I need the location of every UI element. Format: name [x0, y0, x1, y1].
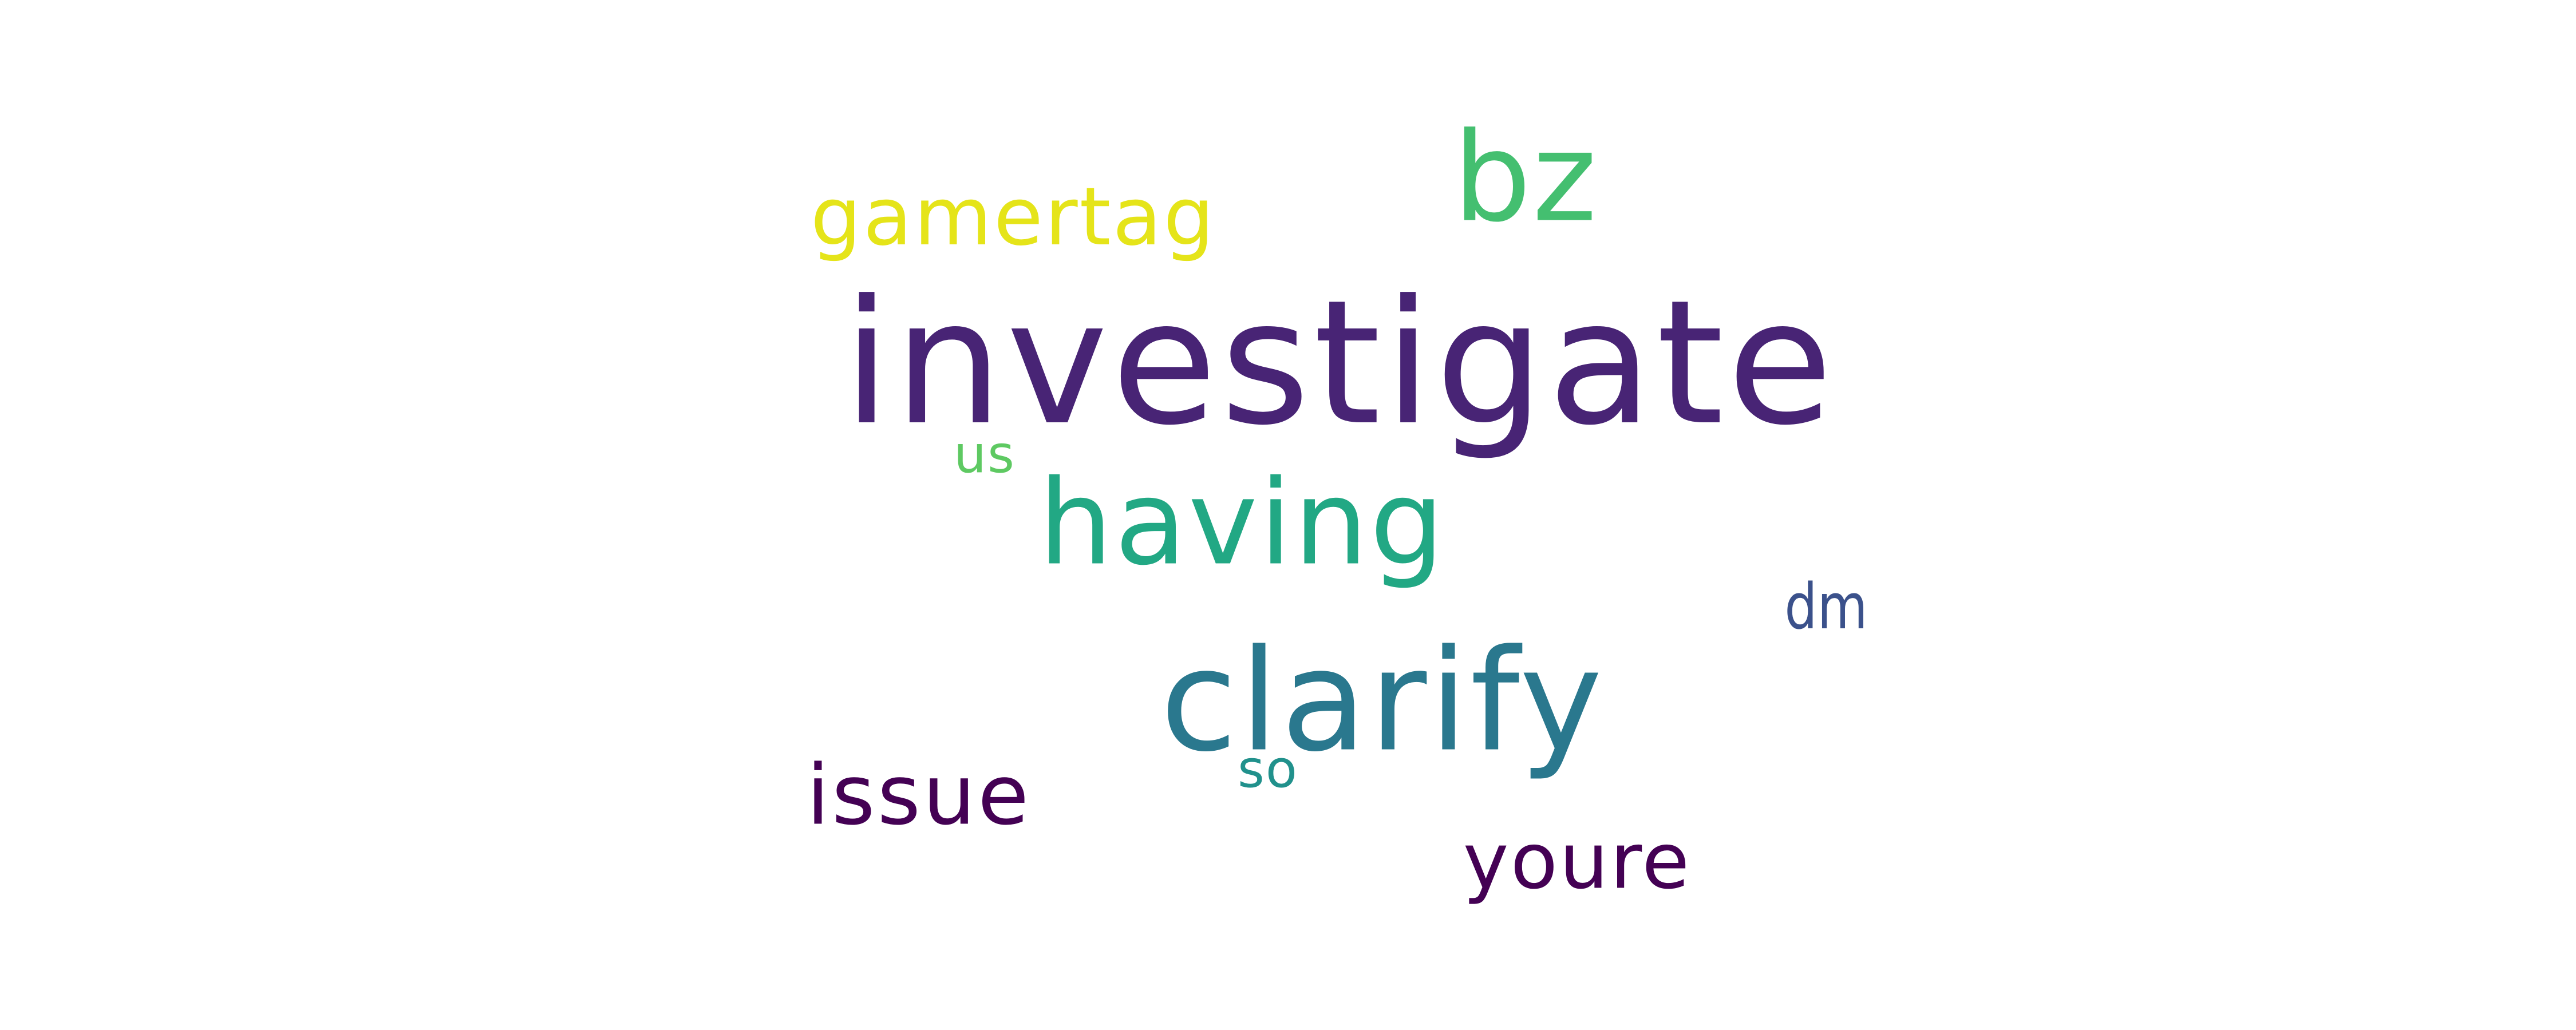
- word-so: so: [1238, 739, 1298, 799]
- word-gamertag: gamertag: [810, 171, 1216, 264]
- word-bz: bz: [1453, 105, 1598, 249]
- word-clarify: clarify: [1160, 619, 1605, 783]
- word-youre: youre: [1463, 816, 1692, 906]
- word-us: us: [954, 425, 1016, 485]
- word-dm: dm: [1784, 570, 1868, 643]
- word-issue: issue: [806, 747, 1032, 844]
- word-having: having: [1038, 455, 1446, 592]
- word-investigate: investigate: [843, 263, 1836, 463]
